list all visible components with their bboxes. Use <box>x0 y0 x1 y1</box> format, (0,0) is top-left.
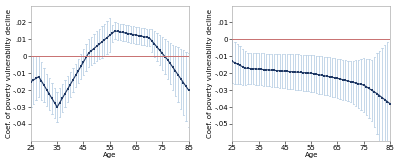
X-axis label: Age: Age <box>304 153 318 158</box>
Y-axis label: Coef. of poverty vulnerability decline: Coef. of poverty vulnerability decline <box>207 9 213 138</box>
X-axis label: Age: Age <box>103 153 116 158</box>
Y-axis label: Coef. of poverty vulnerability decline: Coef. of poverty vulnerability decline <box>6 9 12 138</box>
